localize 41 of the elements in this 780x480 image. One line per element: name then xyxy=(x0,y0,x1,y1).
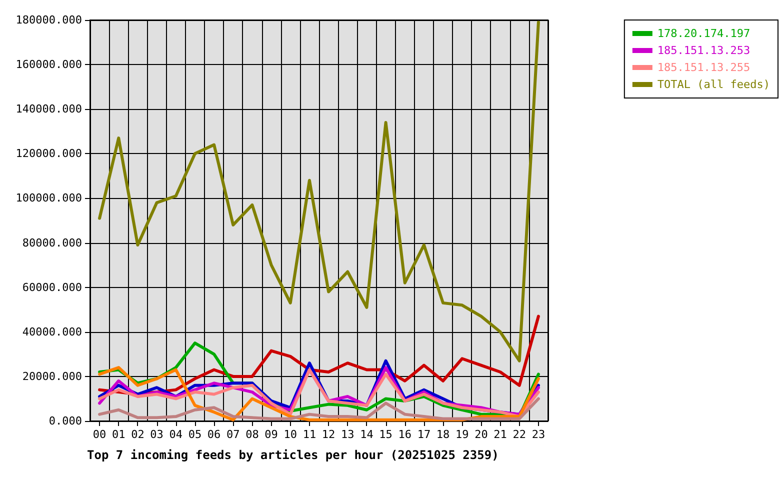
legend-label: 178.20.174.197 xyxy=(657,27,750,40)
y-tick-label: 80000.000 xyxy=(22,236,82,250)
x-tick-label: 09 xyxy=(264,428,278,441)
x-tick-label: 16 xyxy=(398,428,412,441)
x-tick-label: 10 xyxy=(284,428,297,441)
x-tick-label: 23 xyxy=(532,428,546,441)
x-tick-label: 05 xyxy=(188,428,202,441)
line-series xyxy=(98,397,540,420)
legend-label: 185.151.13.253 xyxy=(657,44,750,57)
text: Top 7 incoming feeds by articles per hour (20251025 2359) xyxy=(87,448,499,462)
x-tick-label: 11 xyxy=(302,428,316,441)
x-tick-label: 00 xyxy=(92,428,106,441)
x-tick-label: 13 xyxy=(341,428,354,441)
x-tick-label: 08 xyxy=(246,428,259,441)
x-tick-label: 18 xyxy=(436,428,450,441)
y-tick-label: 120000.000 xyxy=(16,147,82,160)
y-tick-label: 180000.000 xyxy=(16,14,82,26)
legend-label: TOTAL (all feeds) xyxy=(657,78,770,91)
x-tick-label: 21 xyxy=(494,428,507,441)
y-tick-label: 160000.000 xyxy=(16,58,82,72)
y-tick-label: 0.000 xyxy=(48,414,82,428)
line-series xyxy=(98,20,540,362)
y-tick-label: 20000.000 xyxy=(22,370,82,383)
x-tick-label: 02 xyxy=(131,428,144,441)
y-tick-label: 60000.000 xyxy=(22,280,82,294)
x-tick-label: 14 xyxy=(360,428,374,441)
y-tick-label: 100000.000 xyxy=(16,192,82,205)
x-tick-label: 20 xyxy=(474,428,488,441)
x-tick-label: 01 xyxy=(112,428,126,441)
x-tick-label: 07 xyxy=(226,428,240,441)
x-tick-label: 15 xyxy=(379,428,392,441)
y-tick-label: 40000.000 xyxy=(22,325,82,338)
x-tick-label: 19 xyxy=(456,428,469,441)
x-tick-label: 03 xyxy=(150,428,164,441)
x-tick-label: 04 xyxy=(169,428,183,441)
y-tick-label: 140000.000 xyxy=(16,102,82,116)
x-tick-label: 06 xyxy=(207,428,221,441)
x-tick-label: 17 xyxy=(417,428,431,441)
legend-label: 185.151.13.255 xyxy=(657,61,750,74)
x-tick-label: 22 xyxy=(512,428,526,441)
x-tick-label: 12 xyxy=(322,428,336,441)
